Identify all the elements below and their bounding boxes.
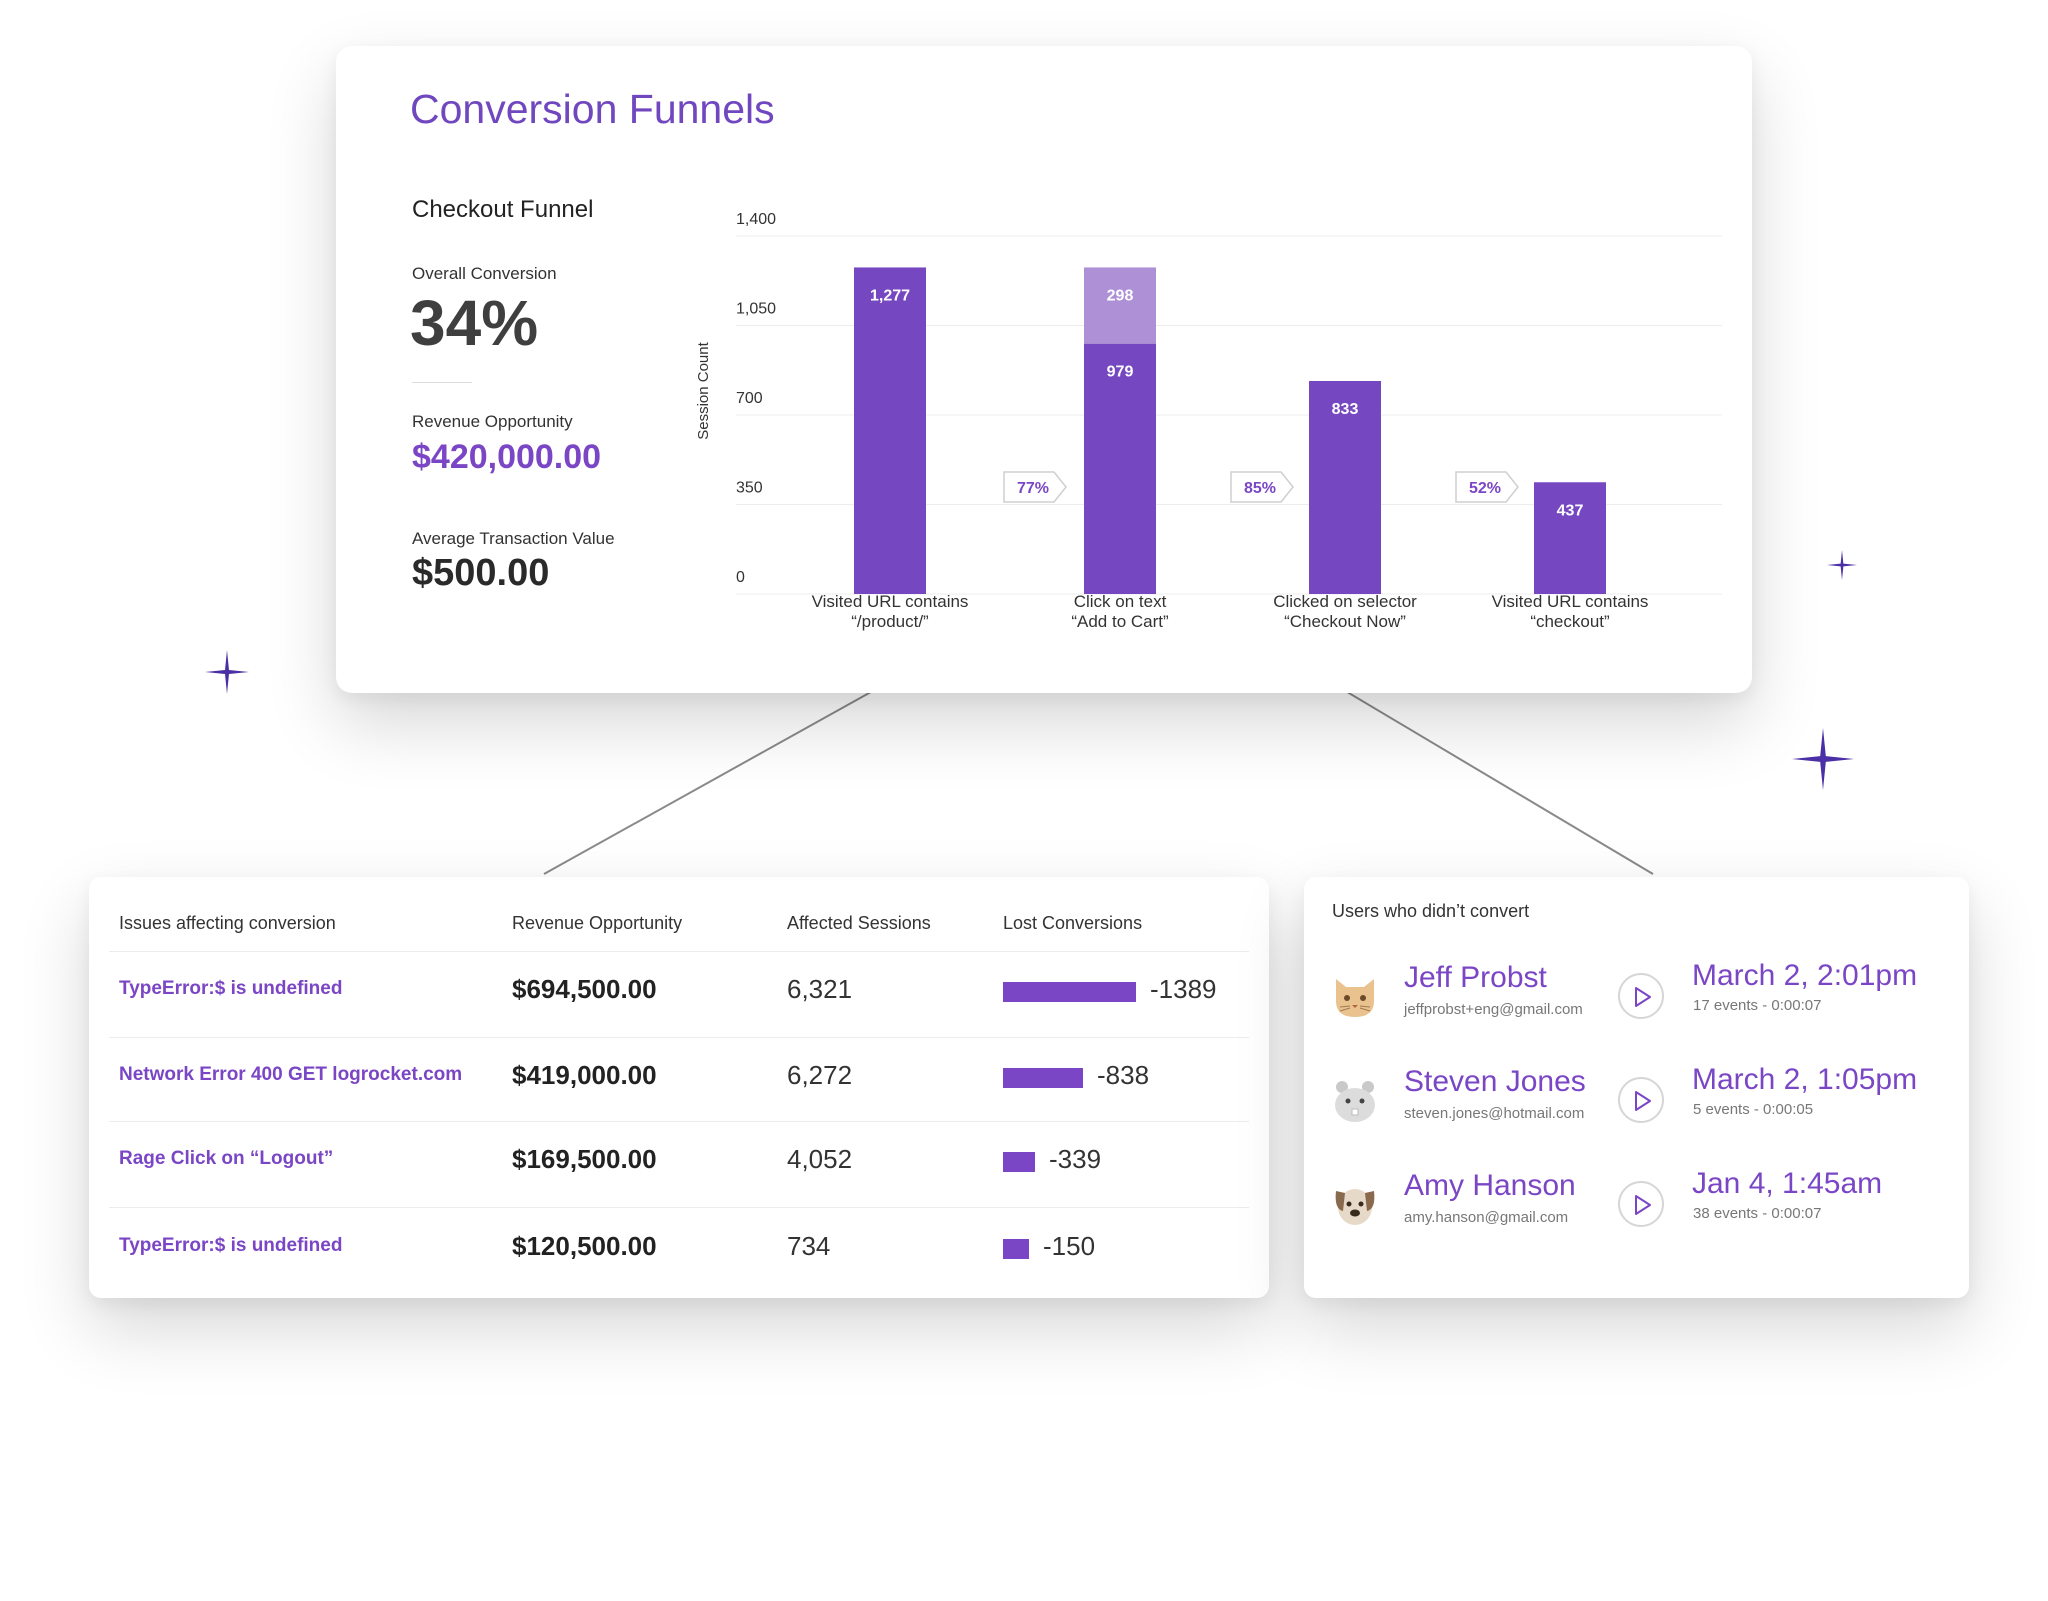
user-name-link[interactable]: Jeff Probst xyxy=(1404,961,1547,994)
stat-divider xyxy=(412,382,472,383)
issue-link[interactable]: TypeError:$ is undefined xyxy=(119,1235,343,1256)
step-conversion-tag xyxy=(1003,471,1067,503)
step-conversion-tag xyxy=(1455,471,1519,503)
x-category-label: “checkout” xyxy=(1530,612,1610,631)
column-header-revenue: Revenue Opportunity xyxy=(512,913,683,933)
y-tick-label: 350 xyxy=(736,480,763,497)
user-name-link[interactable]: Amy Hanson xyxy=(1404,1169,1576,1202)
lost-conversions-bar xyxy=(1003,982,1136,1002)
bar-value-label: 833 xyxy=(1332,401,1359,418)
avg-transaction-value: $500.00 xyxy=(412,552,550,594)
column-header-lost: Lost Conversions xyxy=(1003,913,1143,933)
sparkle-icon xyxy=(1827,550,1857,580)
session-time-link[interactable]: Jan 4, 1:45am xyxy=(1692,1167,1883,1200)
issue-revenue: $419,000.00 xyxy=(512,1060,657,1090)
user-email: steven.jones@hotmail.com xyxy=(1404,1105,1585,1122)
issue-affected-sessions: 4,052 xyxy=(787,1144,853,1174)
session-meta: 5 events - 0:00:05 xyxy=(1693,1101,1814,1118)
issue-revenue: $120,500.00 xyxy=(512,1231,657,1261)
y-tick-label: 700 xyxy=(736,390,763,407)
revenue-opportunity-label: Revenue Opportunity xyxy=(412,412,573,431)
session-meta: 38 events - 0:00:07 xyxy=(1693,1205,1822,1222)
x-category-label: Click on text xyxy=(1074,592,1167,611)
bar-value-label: 437 xyxy=(1557,502,1584,519)
overall-conversion-label: Overall Conversion xyxy=(412,264,557,283)
play-session-button[interactable] xyxy=(1618,1181,1664,1227)
bar-segment xyxy=(1084,267,1156,344)
session-time-link[interactable]: March 2, 2:01pm xyxy=(1692,959,1918,992)
lost-conversions-bar xyxy=(1003,1068,1083,1088)
lost-conversions-value: -1389 xyxy=(1150,974,1217,1004)
issue-revenue: $169,500.00 xyxy=(512,1144,657,1174)
avg-transaction-label: Average Transaction Value xyxy=(412,529,615,548)
play-session-button[interactable] xyxy=(1618,1077,1664,1123)
x-category-label: Visited URL contains xyxy=(812,592,969,611)
sparkle-icon xyxy=(1792,728,1854,790)
x-category-label: Visited URL contains xyxy=(1492,592,1649,611)
row-divider xyxy=(109,1037,1249,1038)
bar-value-label: 298 xyxy=(1107,287,1134,304)
column-header-sessions: Affected Sessions xyxy=(787,913,931,933)
issue-affected-sessions: 6,272 xyxy=(787,1060,853,1090)
y-tick-label: 0 xyxy=(736,569,745,586)
bar-segment xyxy=(854,267,926,594)
users-heading: Users who didn’t convert xyxy=(1332,901,1530,921)
row-divider xyxy=(109,1121,1249,1122)
page-title: Conversion Funnels xyxy=(410,86,775,132)
lost-conversions-value: -838 xyxy=(1097,1060,1150,1090)
x-category-label: “/product/” xyxy=(851,612,929,631)
play-icon xyxy=(1635,1091,1651,1111)
bar-segment xyxy=(1534,482,1606,594)
sparkle-icon xyxy=(205,650,249,694)
play-icon xyxy=(1635,1195,1651,1215)
conversion-funnel-card: Conversion Funnels Checkout Funnel Overa… xyxy=(336,46,1752,693)
hamster-avatar-icon xyxy=(1330,1075,1380,1125)
users-not-converted-card: Users who didn’t convert Jeff Probst jeff… xyxy=(1304,877,1969,1298)
step-conversion-label: 77% xyxy=(1017,480,1049,497)
x-category-label: Clicked on selector xyxy=(1273,592,1417,611)
step-conversion-tag xyxy=(1230,471,1294,503)
y-tick-label: 1,400 xyxy=(736,211,776,228)
dog-avatar-icon xyxy=(1330,1179,1380,1229)
issue-link[interactable]: Rage Click on “Logout” xyxy=(119,1148,334,1169)
y-axis-label: Session Count xyxy=(695,341,712,439)
issue-link[interactable]: Network Error 400 GET logrocket.com xyxy=(119,1064,463,1085)
lost-conversions-value: -339 xyxy=(1049,1144,1102,1174)
issues-table-card: Issues affecting conversion Revenue Oppo… xyxy=(89,877,1269,1298)
x-category-label: “Checkout Now” xyxy=(1284,612,1406,631)
row-divider xyxy=(109,951,1249,952)
session-meta: 17 events - 0:00:07 xyxy=(1693,997,1822,1014)
lost-conversions-bar xyxy=(1003,1152,1035,1172)
funnel-name: Checkout Funnel xyxy=(412,196,594,223)
step-conversion-label: 52% xyxy=(1469,480,1501,497)
funnel-bar-chart: 1,400 1,050 700 350 0 Session Count 1,277 Visit… xyxy=(695,211,1722,631)
play-session-button[interactable] xyxy=(1618,973,1664,1019)
user-name-link[interactable]: Steven Jones xyxy=(1404,1065,1586,1098)
lost-conversions-bar xyxy=(1003,1239,1029,1259)
row-divider xyxy=(109,1207,1249,1208)
issue-affected-sessions: 6,321 xyxy=(787,974,853,1004)
step-conversion-label: 85% xyxy=(1244,480,1276,497)
play-icon xyxy=(1635,987,1651,1007)
session-time-link[interactable]: March 2, 1:05pm xyxy=(1692,1063,1918,1096)
issue-affected-sessions: 734 xyxy=(787,1231,831,1261)
cat-avatar-icon xyxy=(1330,971,1380,1021)
user-email: jeffprobst+eng@gmail.com xyxy=(1404,1001,1583,1018)
issue-revenue: $694,500.00 xyxy=(512,974,657,1004)
lost-conversions-value: -150 xyxy=(1043,1231,1096,1261)
user-email: amy.hanson@gmail.com xyxy=(1404,1209,1569,1226)
column-header-issue: Issues affecting conversion xyxy=(119,913,336,933)
bar-value-label: 1,277 xyxy=(870,287,910,304)
y-tick-label: 1,050 xyxy=(736,301,776,318)
issue-link[interactable]: TypeError:$ is undefined xyxy=(119,978,343,999)
revenue-opportunity-value: $420,000.00 xyxy=(412,438,602,476)
x-category-label: “Add to Cart” xyxy=(1071,612,1169,631)
bar-value-label: 979 xyxy=(1107,364,1134,381)
overall-conversion-value: 34% xyxy=(410,287,539,359)
bar-segment xyxy=(1309,380,1381,594)
bar-segment xyxy=(1084,343,1156,594)
